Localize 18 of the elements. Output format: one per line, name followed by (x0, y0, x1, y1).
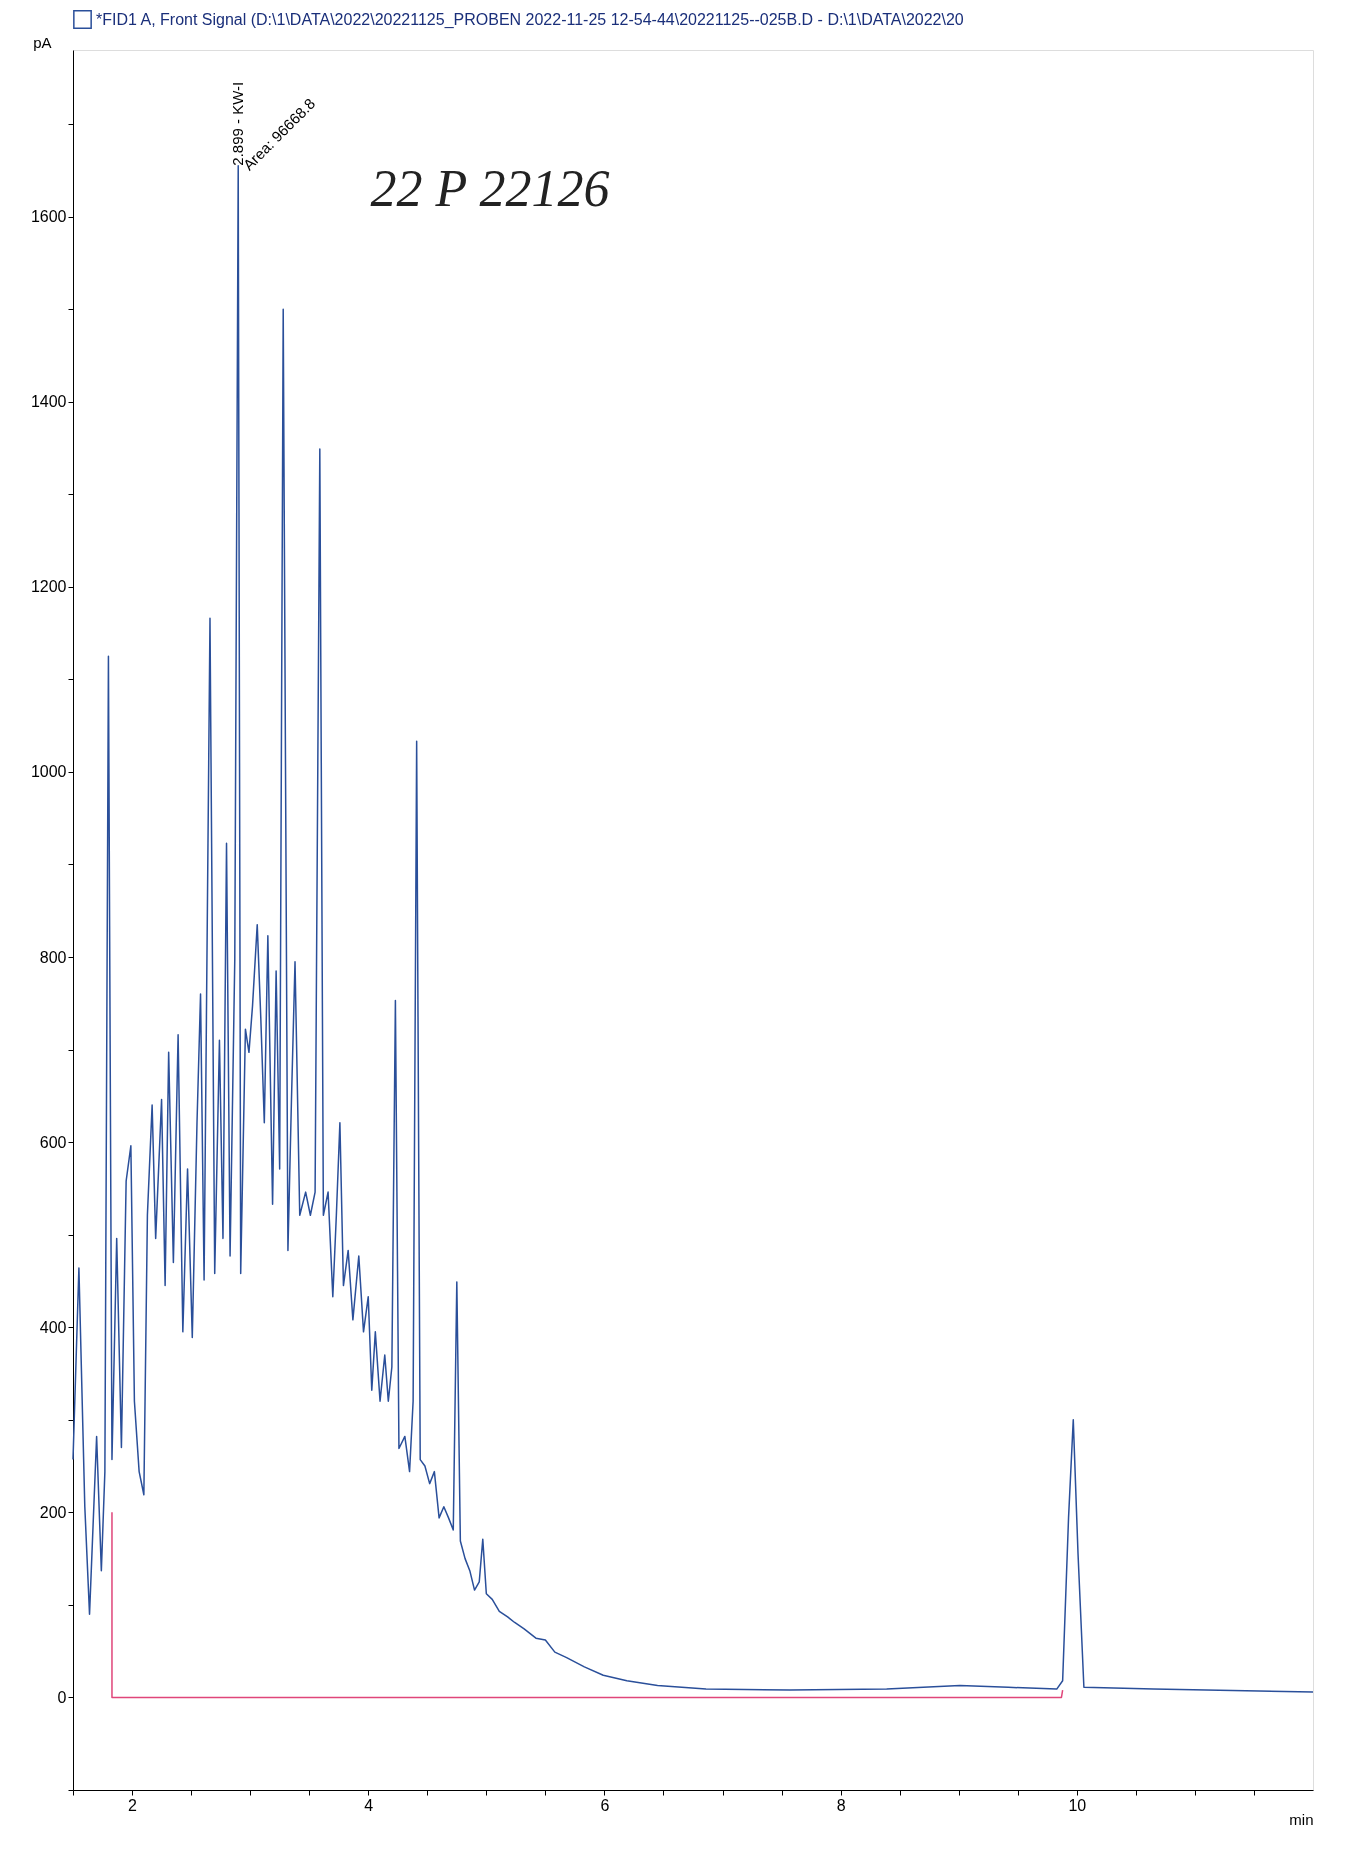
x-tick-label: 6 (600, 1796, 610, 1814)
x-tick-label: 8 (836, 1796, 846, 1814)
annotation: 22 P 22126 (370, 160, 610, 217)
y-tick-label: 1200 (30, 578, 67, 596)
y-tick-label: 200 (39, 1503, 67, 1521)
y-tick-label: 800 (39, 948, 67, 966)
x-tick-label: 2 (128, 1796, 138, 1814)
y-tick-label: 400 (39, 1318, 67, 1336)
y-tick-label: 0 (57, 1688, 67, 1706)
legend-label: *FID1 A, Front Signal (D:\1\DATA\2022\20221125_PROBEN 2022-11-25 12-54-44\20221125--025B.D - D:\1\DATA\2022\20 (96, 10, 964, 29)
y-tick-label: 1000 (30, 763, 67, 781)
y-tick-label: 600 (39, 1133, 67, 1151)
x-axis-title: min (1289, 1810, 1314, 1828)
y-axis-title: pA (33, 33, 52, 51)
x-tick-label: 4 (364, 1796, 374, 1814)
y-tick-label: 1400 (30, 393, 67, 411)
x-tick-label: 10 (1068, 1796, 1087, 1814)
y-tick-label: 1600 (30, 208, 67, 226)
